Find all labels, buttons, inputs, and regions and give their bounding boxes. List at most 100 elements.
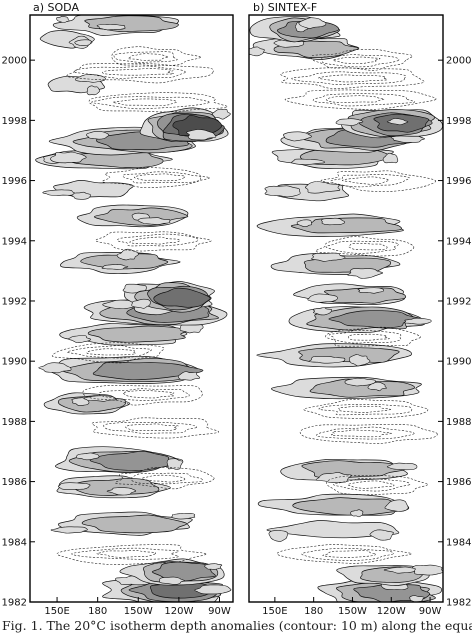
anomaly-contour-lobe xyxy=(268,530,289,542)
negative-contour xyxy=(116,233,199,247)
negative-anomaly-band xyxy=(51,342,165,364)
negative-contour xyxy=(71,547,180,560)
anomaly-contour-lobe xyxy=(296,219,313,227)
x-tick-label: 150W xyxy=(338,606,367,617)
anomaly-contour-lobe xyxy=(249,46,265,57)
anomaly-contour-lobe xyxy=(403,317,432,325)
negative-anomaly-band xyxy=(88,92,228,113)
anomaly-contour-lobe xyxy=(283,131,312,142)
negative-anomaly-band xyxy=(315,236,415,257)
anomaly-contour-lobe xyxy=(386,118,409,126)
negative-contour xyxy=(141,474,186,483)
negative-contour xyxy=(312,93,416,107)
anomaly-contour-lobe xyxy=(321,217,346,226)
negative-contour xyxy=(291,71,407,85)
anomaly-contour-lobe xyxy=(177,371,201,381)
positive-anomaly-band xyxy=(119,558,225,586)
anomaly-contour-lobe xyxy=(194,584,232,595)
y-tick-label: 1988 xyxy=(2,417,27,428)
positive-anomaly-band xyxy=(249,16,341,43)
positive-anomaly-band xyxy=(56,475,171,499)
negative-contour xyxy=(122,171,210,184)
x-tick-label: 150E xyxy=(262,606,287,617)
panel-b-title: b) SINTEX-F xyxy=(253,1,317,14)
negative-anomaly-band xyxy=(82,385,203,406)
plot-area xyxy=(30,15,233,602)
anomaly-contour-level-2 xyxy=(81,514,188,534)
anomaly-contour-lobe xyxy=(344,377,376,387)
positive-anomaly-band xyxy=(38,355,204,385)
negative-contour xyxy=(95,231,212,252)
x-tick-label: 180 xyxy=(88,606,107,617)
negative-contour xyxy=(130,472,203,485)
negative-contour xyxy=(325,240,400,254)
anomaly-contour-lobe xyxy=(131,298,151,309)
negative-anomaly-band xyxy=(284,89,437,110)
positive-anomaly-band xyxy=(42,180,134,200)
panel-a-title: a) SODA xyxy=(33,1,79,14)
negative-anomaly-band xyxy=(325,326,421,347)
negative-contour xyxy=(129,236,180,245)
negative-contour xyxy=(299,424,438,444)
negative-contour xyxy=(318,403,413,416)
negative-contour xyxy=(315,236,415,257)
positive-anomaly-band xyxy=(47,74,106,96)
negative-contour xyxy=(329,330,402,344)
positive-anomaly-band xyxy=(76,204,189,228)
negative-contour xyxy=(318,74,388,83)
positive-anomaly-band xyxy=(271,376,422,400)
negative-anomaly-band xyxy=(280,67,425,89)
anomaly-contour-lobe xyxy=(211,108,231,120)
positive-anomaly-band xyxy=(288,306,432,333)
anomaly-contour-lobe xyxy=(383,566,416,574)
x-tick-label: 120W xyxy=(377,606,406,617)
y-tick-label: 1996 xyxy=(2,176,27,187)
panel-soda: a) SODA 150E 180 150W 120W 90W 1982 1984 1986 19… xyxy=(2,1,234,617)
positive-anomaly-band xyxy=(256,213,404,237)
anomaly-contour-lobe xyxy=(83,395,117,402)
anomaly-contour-lobe xyxy=(308,355,346,364)
negative-contour xyxy=(342,176,389,185)
negative-contour xyxy=(325,326,421,347)
positive-anomaly-band xyxy=(39,30,95,49)
positive-anomaly-band xyxy=(139,107,231,143)
negative-contour xyxy=(96,550,157,558)
y-tick-label: 1982 xyxy=(2,598,27,609)
anomaly-contour-lobe xyxy=(382,152,399,164)
positive-anomaly-band xyxy=(256,343,412,368)
negative-contour xyxy=(332,56,381,64)
anomaly-contour-lobe xyxy=(86,85,101,96)
plot-frame xyxy=(248,14,444,603)
x-tick-label: 90W xyxy=(208,606,231,617)
negative-anomaly-band xyxy=(299,424,438,444)
y-tick-label: 1984 xyxy=(2,537,27,548)
anomaly-contour-level-3 xyxy=(89,450,172,471)
positive-anomaly-band xyxy=(59,321,204,346)
negative-contour xyxy=(51,342,165,364)
anomaly-contour-lobe xyxy=(75,452,100,461)
anomaly-contour-lobe xyxy=(367,381,387,392)
negative-contour xyxy=(320,170,437,192)
y-tick-label: 1982 xyxy=(446,598,471,609)
anomaly-contour-lobe xyxy=(350,509,364,518)
plot-area xyxy=(249,15,443,602)
anomaly-contour-lobe xyxy=(106,487,137,496)
negative-contour xyxy=(133,173,186,182)
y-tick-label: 1992 xyxy=(2,296,27,307)
positive-anomaly-band xyxy=(280,459,418,483)
x-tick-label: 90W xyxy=(419,606,442,617)
anomaly-contour-lobe xyxy=(71,191,91,200)
negative-contour xyxy=(82,385,203,406)
negative-contour xyxy=(112,98,178,107)
negative-anomaly-band xyxy=(326,474,428,496)
negative-contour xyxy=(73,65,186,79)
negative-contour xyxy=(66,345,152,359)
negative-contour xyxy=(338,405,392,413)
negative-contour xyxy=(333,478,411,492)
positive-anomaly-band xyxy=(335,109,443,139)
y-tick-label: 1990 xyxy=(2,357,27,368)
negative-contour xyxy=(113,51,178,63)
anomaly-contour-lobe xyxy=(159,576,186,585)
positive-anomaly-band xyxy=(270,252,401,279)
